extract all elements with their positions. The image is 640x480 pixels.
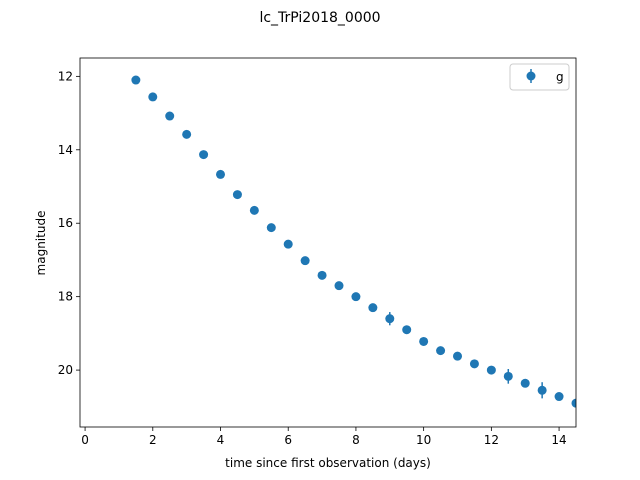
y-tick-label: 12 (58, 69, 73, 83)
data-point (148, 92, 158, 102)
y-tick-label: 14 (58, 143, 73, 157)
data-marker (300, 256, 310, 266)
data-point (182, 129, 192, 139)
data-point (453, 351, 463, 361)
data-marker (436, 346, 446, 356)
y-axis-label: magnitude (34, 211, 48, 276)
y-tick-label: 16 (58, 216, 73, 230)
chart-title: lc_TrPi2018_0000 (259, 10, 380, 26)
plot-area-frame (79, 57, 577, 428)
x-tick-label: 0 (81, 433, 89, 447)
data-point (232, 190, 242, 200)
data-marker (469, 359, 479, 369)
data-series-g (131, 75, 576, 408)
data-marker (351, 292, 361, 302)
data-point (199, 150, 209, 160)
data-point (317, 270, 327, 280)
data-marker (503, 371, 513, 381)
y-axis: 12 14 16 18 20 (58, 69, 80, 377)
legend-entry-g: g (556, 70, 564, 84)
x-tick-label: 12 (484, 433, 499, 447)
data-marker (453, 351, 463, 361)
data-point (554, 392, 564, 402)
data-point (469, 359, 479, 369)
data-marker (520, 378, 530, 388)
data-point (351, 292, 361, 302)
data-marker (368, 303, 378, 313)
x-axis: 0 2 4 6 8 10 12 14 (81, 427, 567, 447)
data-marker (283, 239, 293, 249)
data-point (402, 325, 412, 335)
x-tick-label: 6 (284, 433, 292, 447)
data-marker (232, 190, 242, 200)
data-marker (148, 92, 158, 102)
data-point (520, 378, 530, 388)
data-point (334, 281, 344, 291)
data-point (486, 365, 496, 375)
data-point (537, 382, 547, 399)
data-marker (266, 223, 276, 233)
x-tick-label: 2 (149, 433, 157, 447)
y-tick-label: 18 (58, 290, 73, 304)
data-point (216, 169, 226, 179)
data-marker (537, 385, 547, 395)
data-point (165, 111, 175, 121)
x-tick-label: 4 (217, 433, 225, 447)
data-point (419, 336, 429, 346)
x-tick-label: 10 (416, 433, 431, 447)
data-marker (419, 336, 429, 346)
data-marker (131, 75, 141, 85)
legend-box (509, 63, 570, 91)
data-marker (249, 205, 259, 215)
data-marker (402, 325, 412, 335)
y-tick-label: 20 (58, 363, 73, 377)
data-point (503, 368, 513, 384)
data-marker (182, 129, 192, 139)
data-point (436, 346, 446, 356)
x-axis-label: time since first observation (days) (225, 456, 431, 470)
data-marker (486, 365, 496, 375)
legend-marker (526, 71, 536, 81)
data-point (266, 223, 276, 233)
data-point (131, 75, 141, 85)
data-point (385, 312, 395, 326)
data-point (249, 205, 259, 215)
x-tick-label: 8 (352, 433, 360, 447)
data-point (368, 303, 378, 313)
data-point (571, 398, 576, 408)
data-point (300, 256, 310, 266)
data-marker (199, 150, 209, 160)
data-marker (554, 392, 564, 402)
data-marker (317, 270, 327, 280)
data-marker (216, 169, 226, 179)
data-marker (385, 314, 395, 324)
data-marker (165, 111, 175, 121)
data-marker (571, 398, 576, 408)
data-marker (334, 281, 344, 291)
legend: g (509, 63, 570, 91)
data-point (283, 239, 293, 249)
x-tick-label: 14 (551, 433, 566, 447)
